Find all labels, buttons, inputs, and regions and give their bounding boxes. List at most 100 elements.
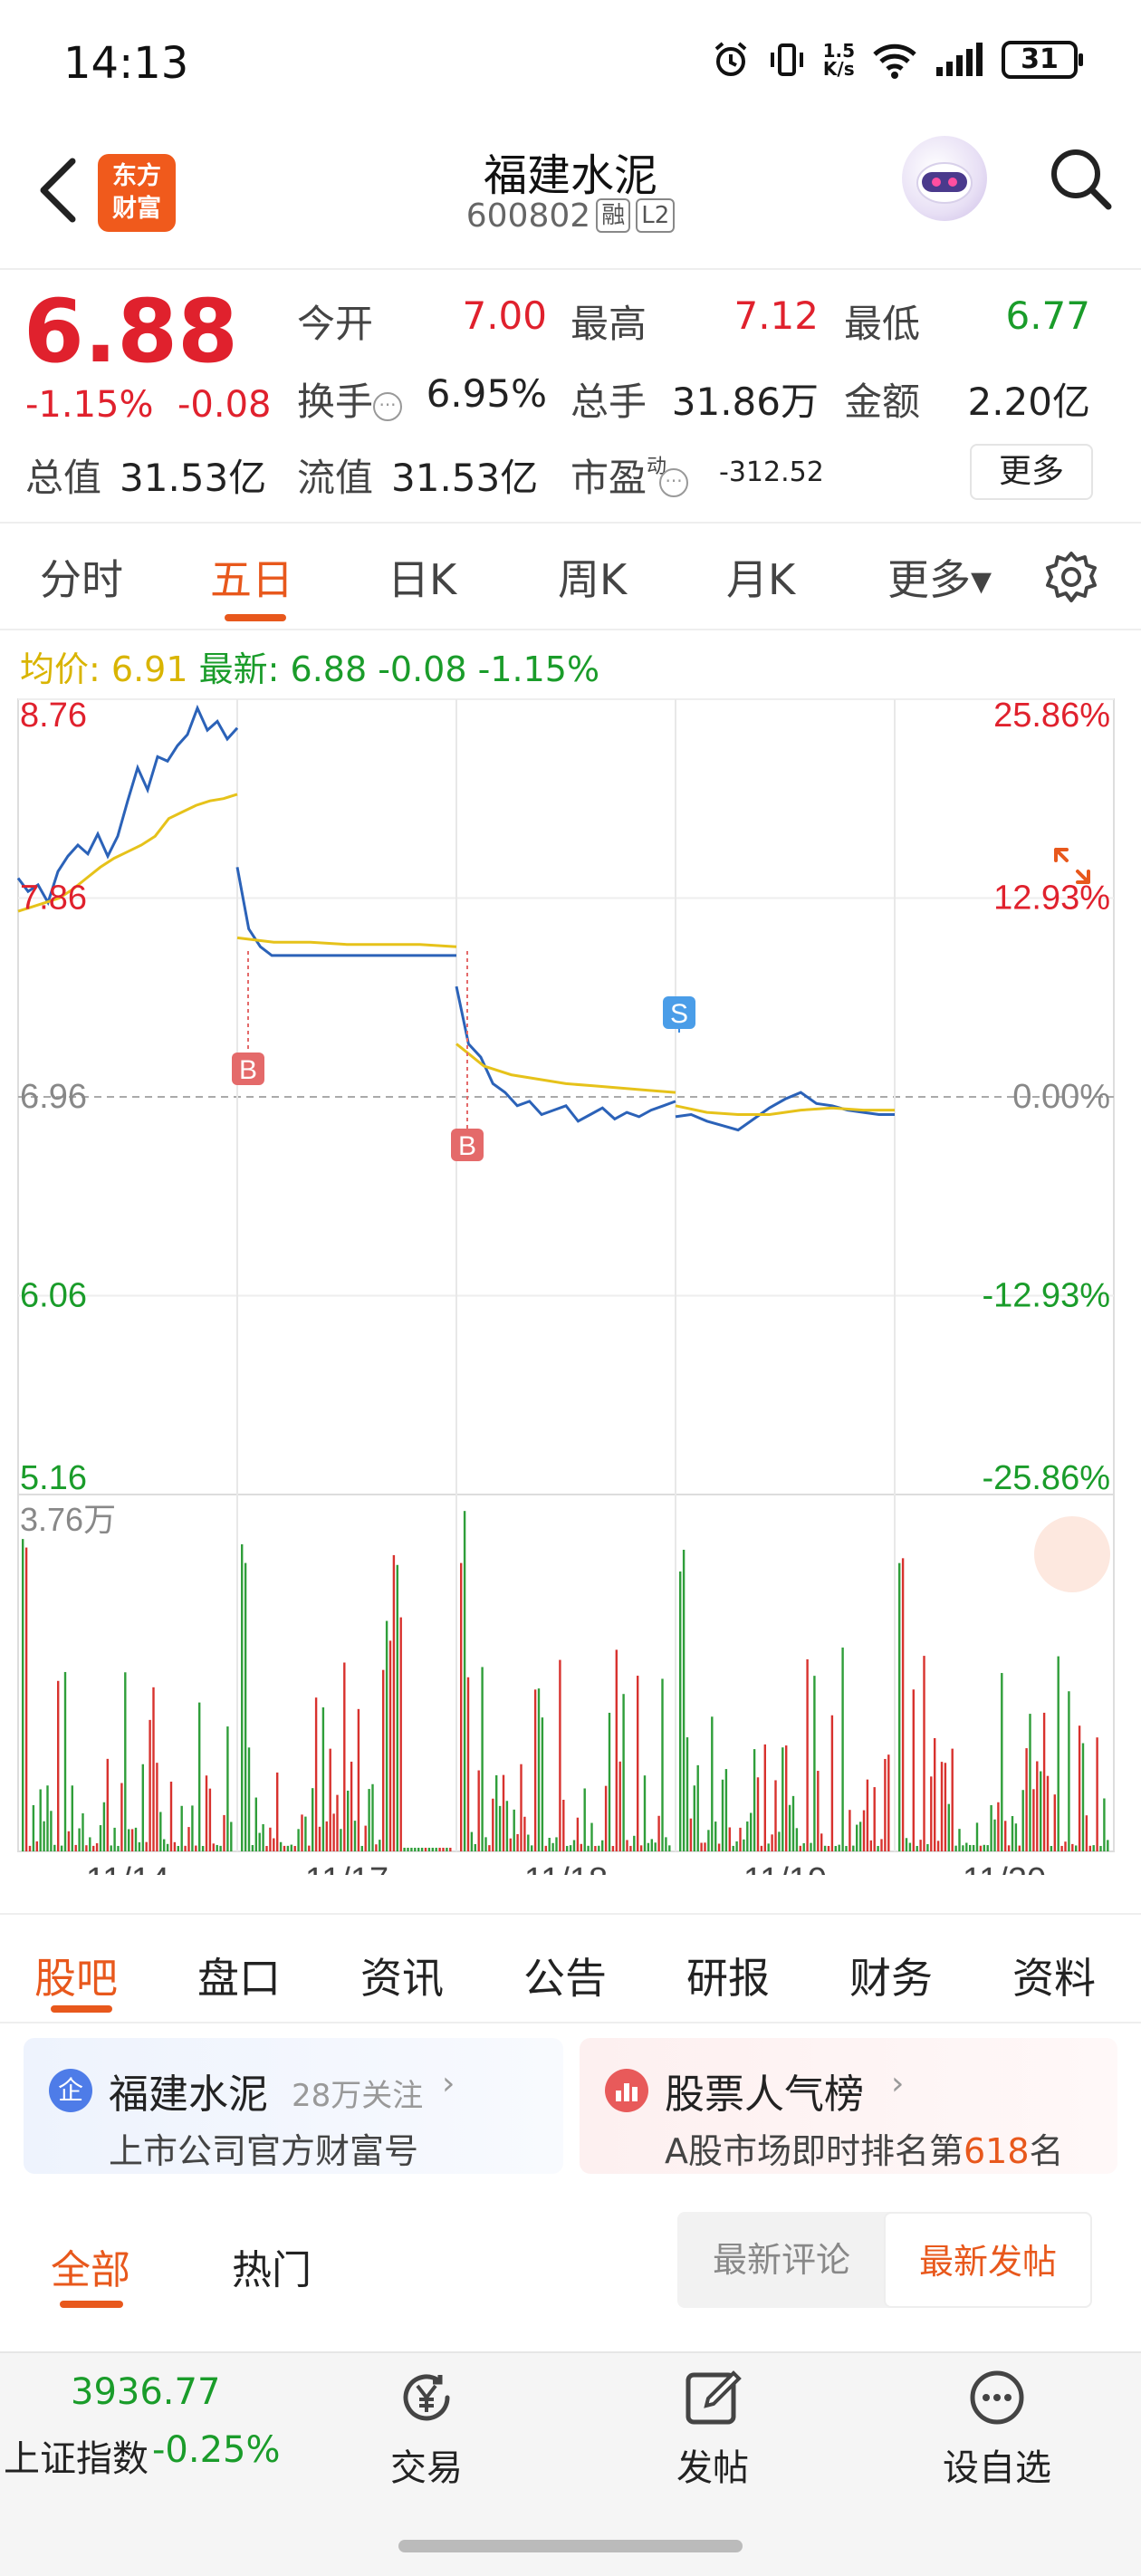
volume-bar: [986, 1845, 989, 1851]
volume-bar: [544, 1845, 547, 1851]
volume-bar: [799, 1845, 801, 1851]
volume-bar: [665, 1837, 667, 1851]
volume-bar: [364, 1825, 367, 1851]
volume-bar: [63, 1671, 67, 1851]
volume-bar: [343, 1662, 346, 1851]
tab-monthly-k[interactable]: 月K: [726, 555, 796, 604]
volume-bar: [629, 1845, 632, 1851]
post-button[interactable]: 发帖: [645, 2366, 781, 2491]
volume-bar: [495, 1774, 498, 1851]
signal-badge: [232, 1053, 264, 1085]
volume-bar: [99, 1825, 102, 1851]
volume-bar: [516, 1833, 519, 1851]
expand-chart-button[interactable]: [1034, 848, 1110, 1592]
volume-bar: [417, 1848, 420, 1851]
add-watchlist-button[interactable]: 设自选: [929, 2366, 1065, 2491]
volume-bar: [312, 1788, 314, 1851]
signal-label: S: [670, 999, 688, 1029]
volume-bar: [647, 1842, 650, 1851]
total-cap-label: 总值: [25, 456, 102, 500]
turnover-label: 换手 ···: [297, 371, 403, 427]
tab-orderbook[interactable]: 盘口: [197, 1954, 281, 2003]
volume-bar: [856, 1824, 858, 1851]
volume-bar: [637, 1676, 639, 1851]
battery-icon: 31: [1002, 41, 1083, 79]
tab-finance[interactable]: 财务: [849, 1954, 933, 2003]
turnover-value: 6.95%: [426, 371, 547, 416]
volume-bar: [668, 1845, 671, 1851]
volume-bar: [901, 1558, 905, 1851]
home-indicator[interactable]: [398, 2540, 743, 2552]
volume-bar: [208, 1788, 212, 1851]
volume-bar: [314, 1697, 318, 1851]
volume-bar: [431, 1848, 434, 1851]
volume-bar: [940, 1762, 944, 1851]
pe-label-text: 市盈: [570, 456, 647, 500]
volume-bar: [290, 1844, 292, 1851]
volume-bar: [633, 1835, 636, 1851]
volume-bar: [321, 1707, 325, 1851]
search-button[interactable]: [1047, 145, 1114, 212]
popularity-rank-card[interactable]: 股票人气榜 › A股市场即时排名第618名: [580, 2038, 1117, 2174]
more-quote-button[interactable]: 更多: [970, 444, 1093, 500]
tab-five-day[interactable]: 五日: [210, 555, 293, 604]
volume-bar: [771, 1834, 773, 1851]
volume-bar: [120, 1783, 123, 1851]
volume-bar: [169, 1782, 173, 1851]
tab-profile[interactable]: 资料: [1012, 1954, 1096, 2003]
wifi-icon: [873, 43, 916, 79]
tab-research[interactable]: 研报: [686, 1954, 770, 2003]
tab-news[interactable]: 资讯: [360, 1954, 444, 2003]
volume-bar: [414, 1848, 417, 1851]
volume-bar: [1014, 1823, 1018, 1851]
tab-daily-k[interactable]: 日K: [388, 555, 457, 604]
volume-bar: [947, 1803, 950, 1851]
feed-tab-all[interactable]: 全部: [51, 2247, 130, 2293]
tab-announcements[interactable]: 公告: [523, 1954, 607, 2003]
volume-bar: [781, 1747, 784, 1851]
tab-intraday[interactable]: 分时: [40, 555, 123, 604]
robot-assistant-avatar[interactable]: [902, 136, 987, 221]
volume-bar: [905, 1838, 908, 1851]
volume-bar: [997, 1802, 1000, 1851]
sort-latest-post[interactable]: 最新发帖: [884, 2212, 1092, 2308]
volume-bar: [916, 1846, 918, 1851]
volume-bar: [983, 1844, 985, 1851]
tabs-divider: [0, 629, 1141, 630]
info-icon[interactable]: ···: [373, 392, 403, 421]
pe-info-icon[interactable]: ···: [659, 468, 689, 497]
volume-bar: [470, 1831, 474, 1851]
volume-bar: [1053, 1794, 1056, 1851]
avg-label: 均价:: [20, 649, 101, 689]
trade-button[interactable]: 交易: [359, 2366, 494, 2491]
volume-bar: [269, 1827, 272, 1851]
sort-latest-comment[interactable]: 最新评论: [712, 2240, 850, 2280]
volume-bar: [67, 1831, 71, 1851]
volume-bar: [845, 1845, 848, 1851]
volume-bar: [379, 1840, 381, 1851]
tab-guba[interactable]: 股吧: [34, 1954, 118, 2003]
volume-bar: [520, 1764, 523, 1851]
back-button[interactable]: [31, 154, 85, 226]
volume-bar: [700, 1842, 703, 1851]
last-price: 6.88: [24, 281, 238, 382]
y-tick-left: 7.86: [20, 879, 87, 918]
avg-line: [236, 936, 457, 948]
feed-tab-hot[interactable]: 热门: [232, 2247, 312, 2293]
volume-bar: [254, 1797, 257, 1851]
y-tick-right: 25.86%: [993, 697, 1110, 735]
five-day-chart[interactable]: B B S 8.76 7.86 6.96 6.06 5.16 25.86% 12.93% 0.00…: [0, 688, 1141, 1875]
volume-bar: [286, 1845, 290, 1851]
volume-bar: [39, 1789, 42, 1851]
tab-more-periods[interactable]: 更多▾: [887, 555, 992, 604]
volume-bar: [936, 1841, 940, 1851]
volume-bar: [898, 1562, 901, 1851]
tab-weekly-k[interactable]: 周K: [558, 555, 628, 604]
x-tick-label: 11/19: [743, 1861, 827, 1875]
volume-bar: [650, 1839, 653, 1851]
chart-settings-button[interactable]: [1043, 549, 1099, 609]
official-account-card[interactable]: 企 福建水泥 28万关注 › 上市公司官方财富号: [24, 2038, 563, 2174]
ranking-chart-icon: [605, 2069, 648, 2112]
volume-bar: [265, 1845, 268, 1851]
volume-bar: [113, 1827, 116, 1851]
